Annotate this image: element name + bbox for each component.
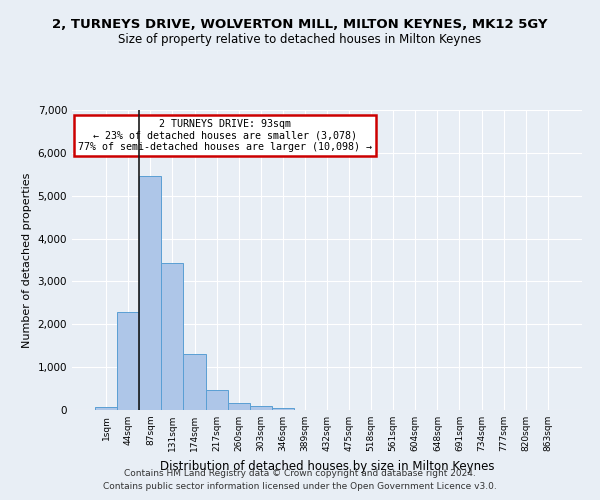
Bar [95,406,117,410]
Text: Contains public sector information licensed under the Open Government Licence v3: Contains public sector information licen… [103,482,497,491]
Y-axis label: Number of detached properties: Number of detached properties [22,172,32,348]
Bar [272,408,294,410]
Bar [227,404,250,410]
Text: Contains HM Land Registry data © Crown copyright and database right 2024.: Contains HM Land Registry data © Crown c… [124,468,476,477]
Bar [250,406,272,410]
Text: 2, TURNEYS DRIVE, WOLVERTON MILL, MILTON KEYNES, MK12 5GY: 2, TURNEYS DRIVE, WOLVERTON MILL, MILTON… [52,18,548,30]
Bar [117,312,139,410]
Text: 2 TURNEYS DRIVE: 93sqm
← 23% of detached houses are smaller (3,078)
77% of semi-: 2 TURNEYS DRIVE: 93sqm ← 23% of detached… [78,119,372,152]
Bar [184,354,206,410]
X-axis label: Distribution of detached houses by size in Milton Keynes: Distribution of detached houses by size … [160,460,494,472]
Bar [139,176,161,410]
Text: Size of property relative to detached houses in Milton Keynes: Size of property relative to detached ho… [118,32,482,46]
Bar [161,262,184,410]
Bar [206,390,227,410]
